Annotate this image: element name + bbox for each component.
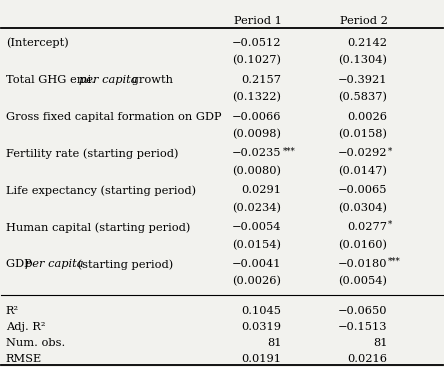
Text: (Intercept): (Intercept) <box>6 38 68 48</box>
Text: Total GHG emi.: Total GHG emi. <box>6 75 99 85</box>
Text: 0.1045: 0.1045 <box>242 306 281 316</box>
Text: *: * <box>388 220 392 229</box>
Text: −0.1513: −0.1513 <box>338 322 388 332</box>
Text: R²: R² <box>6 306 19 316</box>
Text: (0.0234): (0.0234) <box>233 203 281 213</box>
Text: 0.0191: 0.0191 <box>242 353 281 364</box>
Text: −0.0066: −0.0066 <box>232 112 281 121</box>
Text: (0.0026): (0.0026) <box>233 276 281 287</box>
Text: 0.0216: 0.0216 <box>348 353 388 364</box>
Text: (starting period): (starting period) <box>74 259 174 270</box>
Text: (0.5837): (0.5837) <box>338 92 388 102</box>
Text: (0.0304): (0.0304) <box>338 203 388 213</box>
Text: *: * <box>388 146 392 155</box>
Text: GDP: GDP <box>6 259 35 269</box>
Text: (0.0158): (0.0158) <box>338 129 388 139</box>
Text: Fertility rate (starting period): Fertility rate (starting period) <box>6 149 178 159</box>
Text: (0.0154): (0.0154) <box>233 240 281 250</box>
Text: per capita: per capita <box>25 259 84 269</box>
Text: (0.0160): (0.0160) <box>338 240 388 250</box>
Text: Period 2: Period 2 <box>340 16 388 26</box>
Text: 0.0319: 0.0319 <box>242 322 281 332</box>
Text: 81: 81 <box>267 338 281 348</box>
Text: (0.0054): (0.0054) <box>338 276 388 287</box>
Text: 0.0026: 0.0026 <box>348 112 388 121</box>
Text: Adj. R²: Adj. R² <box>6 322 45 332</box>
Text: RMSE: RMSE <box>6 353 42 364</box>
Text: (0.1027): (0.1027) <box>233 55 281 66</box>
Text: Human capital (starting period): Human capital (starting period) <box>6 222 190 233</box>
Text: −0.0065: −0.0065 <box>338 185 388 195</box>
Text: −0.0512: −0.0512 <box>232 38 281 48</box>
Text: Gross fixed capital formation on GDP: Gross fixed capital formation on GDP <box>6 112 221 121</box>
Text: (0.0080): (0.0080) <box>233 166 281 176</box>
Text: −0.0292: −0.0292 <box>338 149 388 159</box>
Text: ***: *** <box>388 257 401 266</box>
Text: (0.0098): (0.0098) <box>233 129 281 139</box>
Text: Num. obs.: Num. obs. <box>6 338 65 348</box>
Text: 0.0277: 0.0277 <box>348 222 388 232</box>
Text: Period 1: Period 1 <box>234 16 281 26</box>
Text: 0.2157: 0.2157 <box>242 75 281 85</box>
Text: −0.0054: −0.0054 <box>232 222 281 232</box>
Text: (0.0147): (0.0147) <box>338 166 388 176</box>
Text: (0.1304): (0.1304) <box>338 55 388 66</box>
Text: per capita: per capita <box>79 75 138 85</box>
Text: ***: *** <box>282 146 295 155</box>
Text: Life expectancy (starting period): Life expectancy (starting period) <box>6 185 196 196</box>
Text: −0.0235: −0.0235 <box>232 149 281 159</box>
Text: −0.3921: −0.3921 <box>338 75 388 85</box>
Text: (0.1322): (0.1322) <box>233 92 281 102</box>
Text: 0.0291: 0.0291 <box>242 185 281 195</box>
Text: −0.0180: −0.0180 <box>338 259 388 269</box>
Text: −0.0650: −0.0650 <box>338 306 388 316</box>
Text: growth: growth <box>128 75 173 85</box>
Text: −0.0041: −0.0041 <box>232 259 281 269</box>
Text: 81: 81 <box>373 338 388 348</box>
Text: 0.2142: 0.2142 <box>348 38 388 48</box>
